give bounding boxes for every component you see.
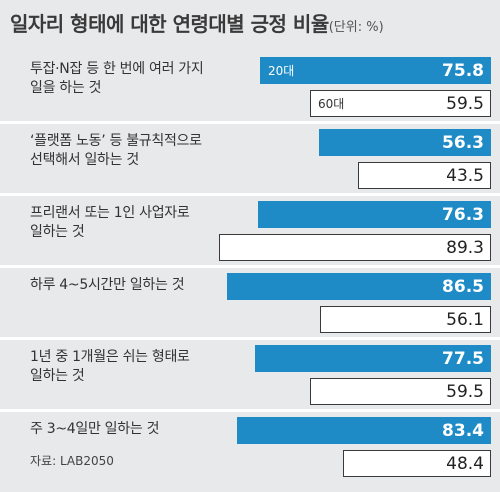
unit-label: (단위: %) (328, 20, 384, 35)
row-separator (0, 265, 500, 268)
data-label: 77.5 (442, 349, 484, 369)
data-label: 75.8 (442, 61, 484, 81)
bar-s20: 76.3 (258, 201, 491, 228)
data-label: 59.5 (446, 94, 484, 114)
bar-s60: 59.5 (310, 378, 491, 405)
category-label: 투잡·N잡 등 한 번에 여러 가지 일을 하는 것 (30, 61, 204, 96)
row-separator (0, 193, 500, 196)
data-label: 59.5 (446, 382, 484, 402)
data-label: 83.4 (442, 421, 484, 441)
legend-label: 20대 (268, 64, 295, 78)
data-label: 56.1 (446, 310, 484, 330)
bar-s20: 86.5 (227, 273, 491, 300)
bar-s60: 60대 59.5 (310, 90, 491, 117)
data-label: 56.3 (442, 133, 484, 153)
chart-title-text: 일자리 형태에 대한 연령대별 긍정 비율 (10, 12, 329, 36)
bar-s20: 77.5 (255, 345, 491, 372)
data-label: 43.5 (446, 166, 484, 186)
legend-label: 60대 (318, 97, 345, 111)
category-label: ‘플랫폼 노동’ 등 불규칙적으로 선택해서 일하는 것 (30, 133, 202, 168)
data-label: 76.3 (442, 205, 484, 225)
row-separator (0, 121, 500, 124)
chart-title: 일자리 형태에 대한 연령대별 긍정 비율(단위: %) (10, 8, 384, 37)
source-note: 자료: LAB2050 (30, 454, 114, 468)
category-label: 주 3~4일만 일하는 것 (30, 421, 160, 437)
bar-s20: 20대 75.8 (260, 57, 491, 84)
data-label: 48.4 (446, 454, 484, 474)
category-label: 1년 중 1개월은 쉬는 형태로 일하는 것 (30, 349, 190, 384)
row-separator (0, 409, 500, 412)
bar-s60: 56.1 (320, 306, 491, 333)
data-label: 86.5 (442, 277, 484, 297)
category-label: 프리랜서 또는 1인 사업자로 일하는 것 (30, 205, 190, 240)
data-label: 89.3 (446, 238, 484, 258)
bar-s60: 43.5 (358, 162, 491, 189)
bar-s20: 83.4 (237, 417, 491, 444)
row-separator (0, 337, 500, 340)
category-label: 하루 4~5시간만 일하는 것 (30, 277, 185, 293)
bar-s60: 48.4 (343, 450, 491, 477)
bar-s60: 89.3 (219, 234, 491, 261)
bar-s20: 56.3 (319, 129, 491, 156)
